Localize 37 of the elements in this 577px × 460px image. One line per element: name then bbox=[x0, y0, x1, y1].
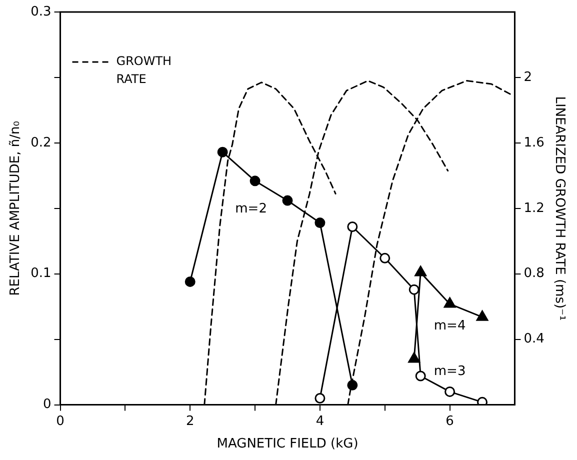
point bbox=[217, 146, 228, 158]
point bbox=[347, 380, 358, 390]
point bbox=[347, 221, 358, 232]
x-tick-label: 0 bbox=[56, 414, 64, 429]
x-tick-label: 2 bbox=[186, 414, 194, 429]
point bbox=[184, 276, 196, 287]
y-tick-label: 0.1 bbox=[30, 266, 52, 282]
y2-axis-title: LINEARIZED GROWTH RATE (ms)⁻¹ bbox=[552, 96, 567, 321]
point bbox=[408, 352, 420, 363]
y2-tick-label: 1.2 bbox=[524, 200, 544, 216]
point bbox=[444, 386, 456, 397]
x-tick-label: 6 bbox=[446, 414, 454, 429]
point bbox=[314, 218, 326, 228]
y2-tick-label: 1.6 bbox=[524, 135, 544, 150]
y-tick-label: 0.3 bbox=[30, 4, 52, 20]
y2-tick-label: 2 bbox=[524, 70, 532, 85]
point bbox=[476, 310, 488, 321]
x-axis-title: MAGNETIC FIELD (kG) bbox=[216, 436, 358, 452]
point bbox=[282, 195, 293, 206]
point bbox=[380, 252, 390, 264]
point bbox=[250, 176, 260, 186]
legend-label: GROWTH RATE bbox=[116, 54, 172, 86]
x-tick-label: 4 bbox=[316, 414, 324, 429]
series-label: m=4 bbox=[434, 318, 466, 334]
y-tick-label: 0 bbox=[42, 397, 52, 412]
series-label: m=3 bbox=[434, 364, 466, 380]
y2-tick-label: 0.8 bbox=[524, 266, 544, 282]
point bbox=[314, 393, 326, 404]
point bbox=[414, 266, 427, 276]
y2-tick-label: 0.4 bbox=[524, 332, 544, 347]
point bbox=[444, 297, 456, 308]
y-tick-label: 0.2 bbox=[30, 135, 52, 150]
point bbox=[415, 370, 426, 382]
series-label: m=2 bbox=[235, 201, 267, 216]
point bbox=[477, 396, 488, 405]
y-axis-title: RELATIVE AMPLITUDE, ñ/n₀ bbox=[8, 121, 24, 296]
point bbox=[408, 284, 420, 295]
